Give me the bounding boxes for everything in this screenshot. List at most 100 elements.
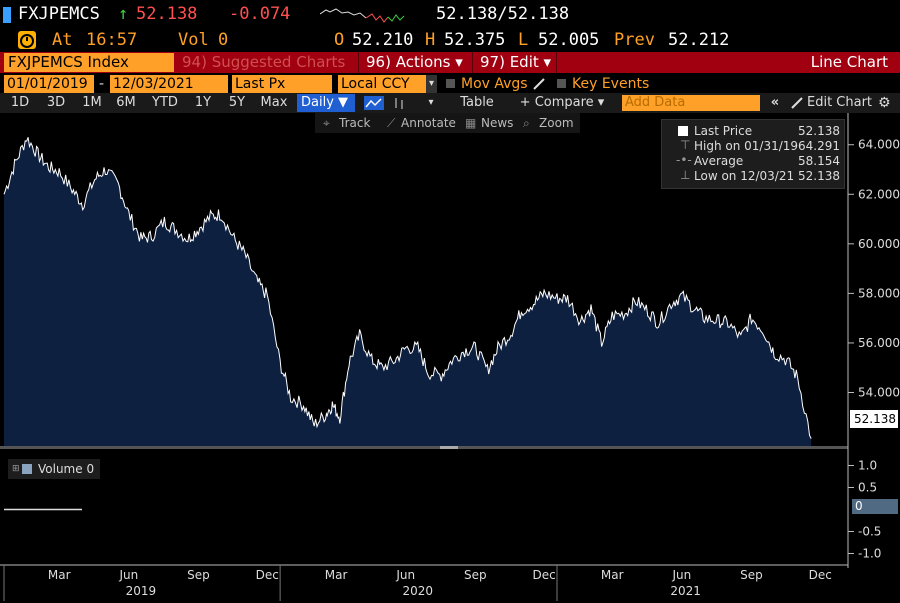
low-value: 52.005 <box>538 30 600 50</box>
pencil-icon[interactable] <box>791 97 803 109</box>
panel-divider <box>0 446 848 449</box>
divider <box>358 52 359 73</box>
start-date-input[interactable]: 01/01/2019 <box>4 75 94 93</box>
bar-chart-icon[interactable] <box>392 96 406 110</box>
x-month-label: Mar <box>325 568 348 582</box>
end-date-input[interactable]: 12/03/2021 <box>110 75 228 93</box>
line-chart-icon[interactable] <box>364 96 384 110</box>
annotate-icon[interactable]: ⟋ <box>387 116 396 130</box>
track-tool[interactable]: Track <box>339 116 371 130</box>
x-month-label: Sep <box>187 568 210 582</box>
frequency-select[interactable]: Daily ▼ <box>297 94 355 112</box>
time: 16:57 <box>86 30 138 50</box>
at-label: At <box>52 30 73 50</box>
key-events-label[interactable]: Key Events <box>572 76 650 92</box>
date-dash: - <box>99 76 105 92</box>
volume-swatch <box>22 464 32 474</box>
currency-dropdown-icon[interactable]: ▾ <box>426 75 437 93</box>
volume-axis: 1.0 0.5 -0.5 -1.0 <box>4 459 881 561</box>
divider <box>472 52 473 73</box>
open-value: 52.210 <box>352 30 414 50</box>
field-select[interactable]: Last Px <box>232 75 332 93</box>
y-axis: 64.000 62.000 60.000 58.000 56.000 54.000 <box>847 113 900 568</box>
period-3d[interactable]: 3D <box>46 95 66 110</box>
legend-high-value: 64.291 <box>798 139 840 153</box>
panel-resize-handle <box>440 446 458 449</box>
x-month-label: Jun <box>118 568 138 582</box>
period-ytd[interactable]: YTD <box>152 95 178 110</box>
x-year-label: 2019 <box>126 584 157 598</box>
actions-menu[interactable]: 96) Actions ▾ <box>366 53 463 71</box>
x-month-label: Dec <box>256 568 279 582</box>
sparkline-icon <box>320 8 405 23</box>
zoom-tool[interactable]: Zoom <box>539 116 574 130</box>
open-label: O <box>334 30 345 50</box>
x-month-label: Mar <box>48 568 71 582</box>
add-data-input[interactable]: Add Data <box>622 95 760 111</box>
volume-tick-label: -0.5 <box>858 525 881 539</box>
news-tool[interactable]: News <box>481 116 514 130</box>
legend-average-label: Average <box>694 154 744 168</box>
y-tick-label: 58.000 <box>858 286 900 300</box>
net-change: -0.074 <box>229 4 291 24</box>
chart-style-dropdown-icon[interactable]: ▾ <box>428 97 434 108</box>
price-chart[interactable]: 64.000 62.000 60.000 58.000 56.000 54.000 1.0… <box>0 113 900 603</box>
gear-icon[interactable]: ⚙ <box>878 95 891 111</box>
mov-avgs-label[interactable]: Mov Avgs <box>461 76 528 92</box>
x-month-label: Mar <box>601 568 624 582</box>
legend-swatch <box>678 126 688 136</box>
chart-legend: Last Price 52.138 ⊤ High on 01/31/19 64.… <box>661 119 845 189</box>
security-field[interactable]: FXJPEMCS Index <box>4 53 174 72</box>
volume-legend-label: Volume 0 <box>38 462 95 476</box>
period-1m[interactable]: 1M <box>82 95 102 110</box>
news-icon[interactable]: ▦ <box>465 116 477 130</box>
controls-row: 01/01/2019 - 12/03/2021 Last Px Local CC… <box>0 75 900 93</box>
ticker[interactable]: FXJPEMCS <box>18 4 100 24</box>
last-price-marker: 52.138 <box>850 410 898 428</box>
ticker-marker <box>3 7 11 23</box>
period-5y[interactable]: 5Y <box>228 95 246 110</box>
mov-avgs-checkbox[interactable] <box>446 79 455 88</box>
period-1y[interactable]: 1Y <box>194 95 212 110</box>
table-button[interactable]: Table <box>460 95 494 110</box>
x-month-label: Dec <box>533 568 556 582</box>
compare-button[interactable]: + Compare ▾ <box>519 95 605 110</box>
high-value: 52.375 <box>444 30 506 50</box>
collapse-icon[interactable]: « <box>770 95 780 110</box>
suggested-charts-menu[interactable]: 94) Suggested Charts <box>182 53 346 71</box>
pencil-icon[interactable] <box>532 77 546 91</box>
x-year-label: 2021 <box>670 584 701 598</box>
annotate-tool[interactable]: Annotate <box>401 116 456 130</box>
vol-label: Vol <box>178 30 209 50</box>
volume-marker: 0 <box>852 499 898 514</box>
divider <box>556 52 557 73</box>
track-icon[interactable]: ⌖ <box>323 116 330 130</box>
clock-icon <box>18 31 36 49</box>
high-label: H <box>425 30 436 50</box>
x-year-label: 2020 <box>403 584 434 598</box>
legend-high-label: High on 01/31/19 <box>694 139 799 153</box>
zoom-icon[interactable]: ⌕ <box>523 116 530 130</box>
volume: 0 <box>218 30 229 50</box>
period-1d[interactable]: 1D <box>10 95 30 110</box>
edit-chart-button[interactable]: Edit Chart <box>807 95 873 110</box>
period-6m[interactable]: 6M <box>116 95 136 110</box>
y-tick-label: 56.000 <box>858 336 900 350</box>
y-tick-label: 54.000 <box>858 385 900 399</box>
low-label: L <box>518 30 529 50</box>
y-tick-label: 64.000 <box>858 138 900 152</box>
volume-tick-label: -1.0 <box>858 547 881 561</box>
period-max[interactable]: Max <box>260 95 288 110</box>
currency-select[interactable]: Local CCY <box>338 75 426 93</box>
high-marker-icon: ⊤ <box>680 138 691 152</box>
quote-line: FXJPEMCS ↑ 52.138 -0.074 52.138/52.138 <box>0 0 900 29</box>
expand-icon[interactable]: ⊞ <box>12 464 20 474</box>
up-arrow-icon: ↑ <box>118 4 129 24</box>
chart-type-label[interactable]: Line Chart <box>810 53 888 71</box>
key-events-checkbox[interactable] <box>557 79 566 88</box>
edit-menu[interactable]: 97) Edit ▾ <box>480 53 552 71</box>
low-marker-icon: ⊥ <box>680 168 691 182</box>
prev-value: 52.212 <box>668 30 730 50</box>
x-month-label: Sep <box>464 568 487 582</box>
chart-tools: ⌖ Track ⟋ Annotate ▦ News ⌕ Zoom <box>315 113 580 133</box>
